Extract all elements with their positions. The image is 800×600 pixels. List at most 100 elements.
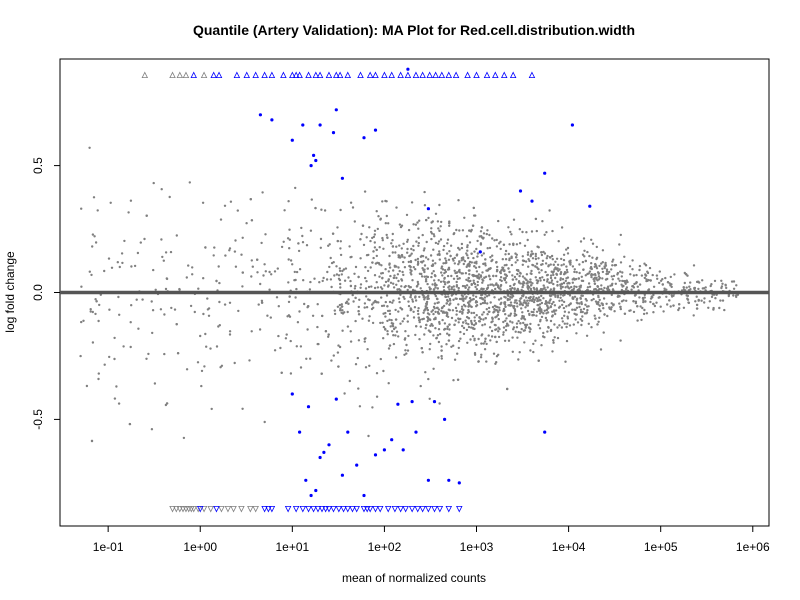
gene-point — [588, 254, 591, 258]
gene-point — [533, 288, 536, 291]
gene-point — [295, 270, 299, 274]
gene-point — [605, 268, 609, 271]
gene-point — [364, 276, 367, 280]
gene-point — [508, 258, 511, 262]
gene-point — [483, 348, 487, 351]
gene-point — [363, 302, 367, 305]
gene-point — [204, 332, 207, 336]
gene-point — [483, 296, 487, 299]
gene-point — [363, 306, 366, 309]
gene-point — [332, 261, 335, 264]
gene-point — [475, 288, 479, 291]
gene-point — [366, 348, 369, 351]
gene-point — [714, 297, 717, 300]
gene-point — [608, 307, 611, 310]
gene-point — [337, 277, 341, 280]
gene-point — [139, 241, 142, 244]
gene-point — [433, 302, 437, 305]
gene-point — [80, 207, 83, 210]
gene-point — [479, 242, 483, 245]
gene-point — [339, 208, 342, 212]
gene-point — [395, 265, 398, 268]
gene-point — [108, 355, 111, 359]
gene-point — [557, 240, 560, 243]
gene-point — [518, 351, 521, 354]
gene-point — [488, 246, 492, 250]
gene-point — [546, 330, 549, 333]
clipped-up-marker — [464, 71, 471, 78]
gene-point — [327, 333, 330, 336]
gene-point — [263, 420, 266, 424]
clipped-down-marker — [268, 506, 276, 513]
gene-point — [578, 263, 581, 266]
gene-point — [357, 275, 360, 279]
gene-point — [538, 276, 542, 280]
gene-point — [368, 315, 371, 318]
gene-point — [401, 270, 404, 274]
gene-point — [540, 294, 543, 298]
gene-point — [375, 395, 379, 398]
gene-point — [319, 246, 322, 249]
gene-point — [606, 285, 610, 288]
gene-point — [579, 310, 583, 314]
gene-point — [432, 248, 435, 251]
gene-point — [560, 326, 564, 329]
gene-point — [445, 311, 448, 314]
gene-point — [354, 296, 357, 300]
clipped-down-marker — [445, 506, 453, 513]
gene-point — [576, 321, 580, 324]
significant-gene-point — [355, 463, 359, 467]
gene-point — [515, 243, 519, 246]
gene-point — [464, 319, 467, 322]
gene-point — [499, 247, 502, 251]
gene-point — [322, 276, 325, 280]
gene-point — [485, 360, 488, 363]
gene-point — [280, 245, 284, 249]
gene-point — [447, 339, 451, 342]
gene-point — [389, 325, 392, 328]
significant-gene-point — [447, 478, 451, 482]
gene-point — [587, 272, 590, 275]
gene-point — [269, 316, 272, 319]
gene-point — [133, 264, 137, 268]
gene-point — [382, 304, 386, 307]
gene-point — [446, 242, 449, 245]
gene-point — [212, 254, 215, 257]
gene-point — [710, 295, 714, 299]
gene-point — [544, 300, 548, 303]
gene-point — [511, 293, 514, 297]
gene-point — [585, 334, 589, 337]
gene-point — [360, 232, 363, 236]
gene-point — [590, 275, 593, 279]
gene-point — [392, 286, 396, 289]
gene-point — [351, 293, 354, 297]
gene-point — [457, 269, 461, 273]
gene-point — [511, 350, 514, 353]
gene-point — [470, 321, 473, 325]
gene-point — [640, 274, 644, 277]
gene-point — [435, 297, 439, 300]
gene-point — [302, 279, 305, 282]
gene-point — [321, 279, 324, 283]
gene-point — [91, 341, 95, 344]
gene-point — [547, 264, 550, 267]
gene-point — [480, 254, 484, 257]
gene-point — [451, 257, 455, 261]
gene-point — [581, 253, 585, 256]
gene-point — [601, 277, 604, 280]
clipped-up-marker — [292, 71, 300, 78]
significant-gene-point — [390, 438, 394, 442]
gene-point — [668, 299, 671, 302]
gene-point — [579, 308, 583, 311]
gene-point — [408, 264, 411, 268]
gene-point — [626, 280, 629, 284]
gene-point — [439, 280, 443, 283]
gene-point — [479, 230, 483, 233]
gene-point — [466, 244, 469, 247]
gene-point — [264, 233, 267, 236]
gene-point — [373, 274, 377, 277]
gene-point — [509, 295, 512, 299]
gene-point — [721, 282, 724, 285]
gene-point — [325, 278, 329, 281]
gene-point — [686, 298, 690, 301]
